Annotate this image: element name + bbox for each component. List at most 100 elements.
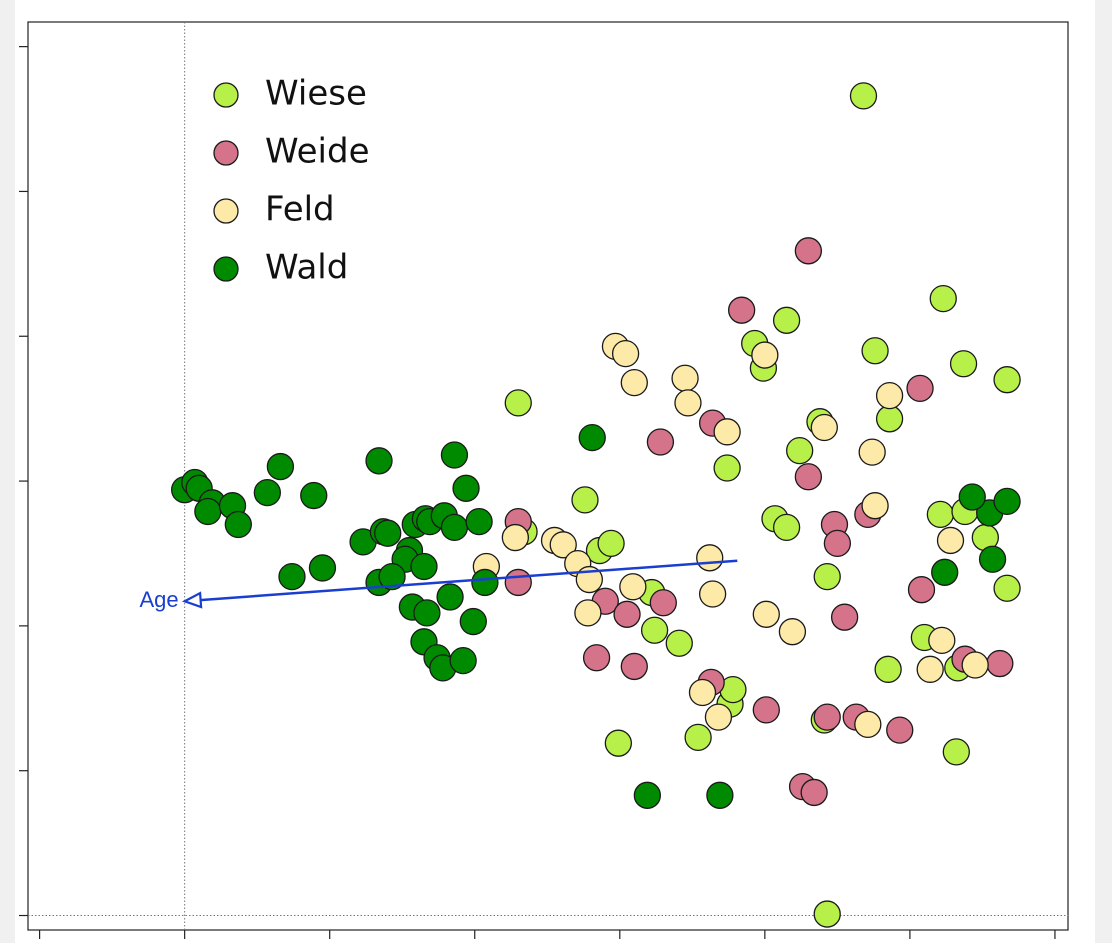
point [452,474,480,502]
point [993,366,1021,394]
point [698,580,727,608]
point [501,523,530,552]
point [752,600,780,628]
arrow-label: Age [139,587,178,612]
point [688,678,717,707]
point [266,452,295,481]
point [613,600,641,628]
arrow-line [184,559,738,603]
point [936,526,965,555]
legend-marker [213,82,239,108]
point [649,589,677,617]
point [854,710,882,739]
point [961,651,989,679]
point [620,368,648,397]
point [308,554,337,582]
point [440,441,469,469]
point [813,562,841,591]
point [582,644,611,672]
point [597,529,625,557]
legend-marker [213,256,239,282]
legend-marker [213,140,239,166]
legend-marker [213,198,239,224]
point [571,486,599,514]
legend-label: Wald [265,248,348,288]
point [471,568,499,597]
point [278,562,306,591]
point [772,513,801,542]
point [671,364,699,392]
point [706,781,734,809]
point [875,405,904,433]
legend-label: Weide [265,132,370,172]
point [778,618,807,646]
point [413,599,441,627]
point [440,513,469,542]
point [986,649,1014,678]
point [978,545,1007,573]
point [875,381,904,410]
point [611,339,640,368]
point [604,729,632,757]
point [906,374,934,403]
legend-label: Feld [265,190,335,230]
point [436,583,464,611]
point [646,428,675,456]
point [713,418,741,446]
point [727,296,756,324]
point [300,481,328,510]
point [907,576,936,604]
point [713,454,741,482]
point [696,544,724,572]
point [365,447,393,475]
point [574,599,602,627]
point [861,492,889,520]
point [823,529,852,557]
point [800,778,828,807]
point [665,629,693,657]
point [253,479,281,507]
point [794,237,823,265]
point [578,423,606,452]
point [858,438,886,466]
point [886,716,914,744]
point [704,703,733,731]
point [929,284,957,313]
point [640,616,669,644]
point [958,483,986,511]
plot-frame [27,21,1069,931]
point [620,652,648,681]
point [633,781,662,809]
point [751,341,779,369]
point [949,350,978,378]
point [942,738,970,766]
point [504,389,532,417]
point [810,413,838,442]
point [813,900,841,928]
legend-label: Wiese [265,74,367,114]
point [813,703,841,731]
point [194,497,222,526]
point [224,510,252,539]
point [786,437,814,465]
point [916,655,944,683]
point [449,646,477,675]
point [931,558,959,586]
point [849,82,878,110]
point [549,531,577,559]
point [504,568,532,597]
point [874,655,902,683]
point [465,507,493,536]
point [378,562,406,591]
point [861,337,889,365]
point [993,487,1021,515]
point [993,574,1021,602]
point [459,607,487,636]
point [928,626,956,655]
point [752,696,780,724]
point [926,500,955,529]
plot-background [15,0,1095,943]
point [830,603,859,631]
